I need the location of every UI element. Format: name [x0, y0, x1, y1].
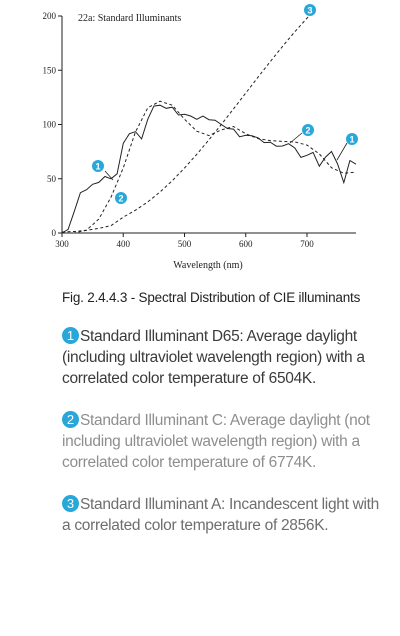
legend-item-1-text: Standard Illuminant D65: Average dayligh…: [62, 328, 365, 387]
chart-svg: 0 50 100 150 200 300 400 500 600 700 1 2 3 1 2 22a: S…: [43, 4, 358, 271]
number-3-icon: 3: [62, 495, 79, 512]
callout-badge-2-icon: [115, 192, 127, 204]
callout-label: 3: [307, 5, 312, 15]
x-tick-label: 300: [55, 239, 69, 249]
callout-badge-1-icon: [346, 133, 358, 145]
x-axis-label: Wavelength (nm): [173, 260, 242, 271]
legend-list: 1 Standard Illuminant D65: Average daylig…: [62, 326, 382, 557]
legend-item-2-text: Standard Illuminant C: Average daylight …: [62, 412, 370, 471]
callout-label: 2: [305, 125, 310, 135]
legend-item-1: 1 Standard Illuminant D65: Average daylig…: [62, 326, 382, 389]
x-tick-label: 600: [239, 239, 253, 249]
number-2-icon: 2: [62, 411, 79, 428]
x-tick-label: 400: [117, 239, 131, 249]
y-tick-label: 50: [47, 174, 57, 184]
callout-leader: [289, 132, 303, 144]
callout-badge-2-icon: [302, 124, 314, 136]
legend-item-2: 2 Standard Illuminant C: Average daylight…: [62, 410, 382, 473]
callout-leader: [336, 142, 348, 161]
callout-label: 2: [118, 193, 123, 203]
callout-leader: [104, 170, 114, 181]
callout-badge-1-icon: [92, 160, 104, 172]
y-tick-label: 150: [43, 65, 57, 75]
series-3-line: [61, 11, 314, 233]
number-1-icon: 1: [62, 327, 79, 344]
callout-label: 1: [349, 134, 354, 144]
series-1-line: [61, 104, 357, 234]
figure-caption: Fig. 2.4.4.3 - Spectral Distribution of …: [62, 290, 361, 305]
y-tick-label: 0: [52, 228, 57, 238]
callout-badge-3-icon: [304, 4, 316, 16]
callout-label: 1: [95, 161, 100, 171]
chart-figure: 0 50 100 150 200 300 400 500 600 700 1 2 3 1 2 22a: S…: [0, 0, 400, 280]
legend-item-3: 3 Standard Illuminant A: Incandescent lig…: [62, 494, 382, 536]
x-tick-label: 700: [300, 239, 314, 249]
x-tick-label: 500: [178, 239, 192, 249]
y-tick-label: 200: [43, 11, 57, 21]
series-2-line: [62, 100, 357, 234]
y-tick-label: 100: [43, 120, 57, 130]
chart-title: 22a: Standard Illuminants: [78, 13, 181, 24]
legend-item-3-text: Standard Illuminant A: Incandescent ligh…: [62, 496, 379, 534]
